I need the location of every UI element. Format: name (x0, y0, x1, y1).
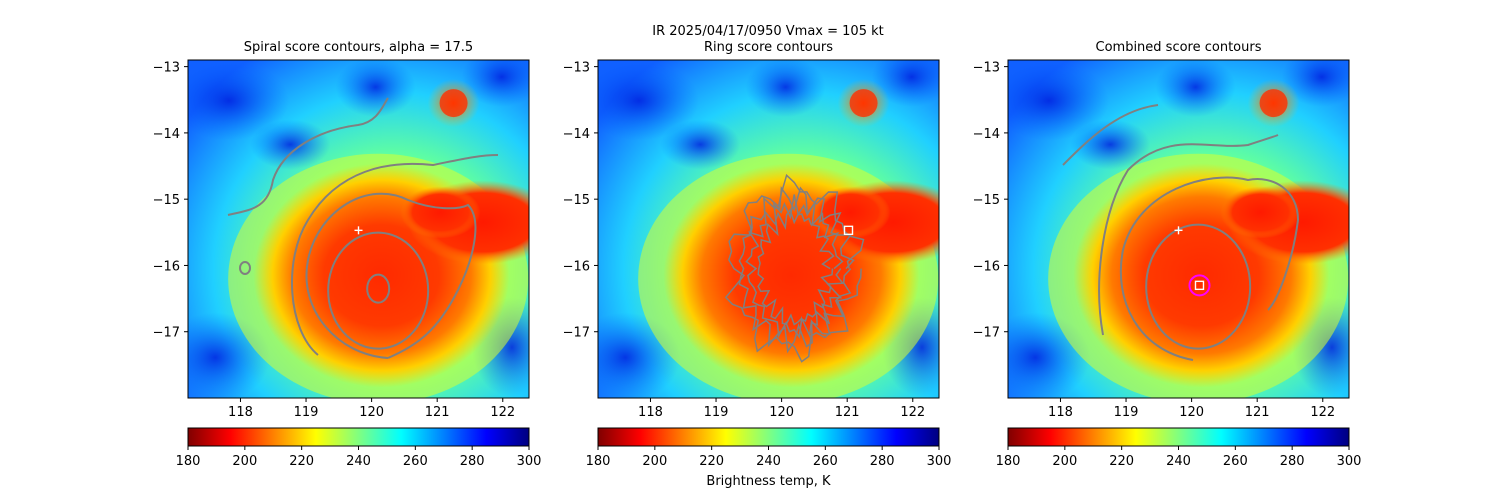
y-tick-label: −13 (973, 61, 1000, 76)
colorbar-tick-label: 300 (927, 454, 952, 469)
brightness-image (1008, 60, 1349, 398)
x-tick-label: 121 (1245, 405, 1270, 420)
colorbar-gradient (1007, 427, 1350, 447)
panel-2: Ring score contours 118 119 120 121 122 −13 −14… (563, 40, 952, 489)
x-tick-label: 119 (1114, 405, 1139, 420)
colorbar-gradient (597, 427, 940, 447)
x-tick-label: 122 (900, 405, 925, 420)
colorbar-tick-label: 240 (346, 454, 371, 469)
center-square-marker (1194, 280, 1205, 291)
best-track-plus-marker (354, 226, 363, 235)
x-tick-label: 120 (1179, 405, 1204, 420)
panel-1: Spiral score contours, alpha = 17.5 118 11… (153, 40, 542, 469)
axes-frame (187, 59, 530, 399)
x-tick-label: 118 (228, 405, 253, 420)
colorbar-tick-label: 240 (1166, 454, 1191, 469)
axes-frame (597, 59, 940, 399)
colorbar-tick-label: 220 (1109, 454, 1134, 469)
panel-title: Ring score contours (704, 40, 833, 55)
colorbar-tick-label: 180 (586, 454, 611, 469)
panel-title: Spiral score contours, alpha = 17.5 (244, 40, 473, 55)
center-square-marker (843, 225, 854, 236)
x-tick-label: 122 (490, 405, 515, 420)
x-tick-label: 121 (425, 405, 450, 420)
score-contours (1062, 104, 1300, 361)
colorbar-tick-label: 180 (176, 454, 201, 469)
panel-title: Combined score contours (1096, 40, 1262, 55)
colorbar-tick-label: 280 (1280, 454, 1305, 469)
x-tick-label: 118 (1048, 405, 1073, 420)
colorbar-tick-label: 180 (996, 454, 1021, 469)
brightness-image (598, 60, 939, 398)
colorbar-tick-label: 220 (699, 454, 724, 469)
panel-3: Combined score contours 118 119 120 121 122 −1… (973, 40, 1362, 469)
colorbar-tick-label: 200 (232, 454, 257, 469)
y-tick-label: −16 (153, 259, 180, 274)
colorbar-tick-label: 200 (1052, 454, 1077, 469)
colorbar-tick-label: 260 (1223, 454, 1248, 469)
y-tick-label: −17 (563, 326, 590, 341)
score-contours (724, 173, 865, 363)
colorbar-tick-label: 280 (460, 454, 485, 469)
axes-frame (1007, 59, 1350, 399)
x-tick-label: 119 (294, 405, 319, 420)
colorbar-tick-label: 220 (289, 454, 314, 469)
y-tick-label: −14 (563, 127, 590, 142)
y-tick-label: −13 (153, 61, 180, 76)
y-tick-label: −15 (153, 193, 180, 208)
y-tick-label: −17 (153, 326, 180, 341)
colorbar-tick-label: 260 (813, 454, 838, 469)
y-tick-label: −15 (973, 193, 1000, 208)
y-tick-label: −16 (563, 259, 590, 274)
figure-title: IR 2025/04/17/0950 Vmax = 105 kt (652, 24, 883, 39)
colorbar-label: Brightness temp, K (706, 474, 831, 489)
colorbar-tick-label: 280 (870, 454, 895, 469)
x-tick-label: 119 (704, 405, 729, 420)
panels: Spiral score contours, alpha = 17.5 118 11… (153, 40, 1362, 489)
x-tick-label: 122 (1310, 405, 1335, 420)
y-tick-label: −14 (153, 127, 180, 142)
x-tick-label: 118 (638, 405, 663, 420)
y-tick-label: −13 (563, 61, 590, 76)
colorbar-gradient (187, 427, 530, 447)
y-tick-label: −16 (973, 259, 1000, 274)
colorbar-tick-label: 300 (1337, 454, 1362, 469)
colorbar: 180 200 220 240 260 280 300 (176, 427, 542, 469)
center-circle-marker (1188, 274, 1211, 297)
colorbar-tick-label: 200 (642, 454, 667, 469)
brightness-image (188, 60, 529, 398)
colorbar-tick-label: 260 (403, 454, 428, 469)
colorbar: 180 200 220 240 260 280 300 Brightness temp, K (586, 427, 952, 489)
x-tick-label: 121 (835, 405, 860, 420)
x-tick-label: 120 (769, 405, 794, 420)
score-contours (227, 97, 499, 359)
colorbar: 180 200 220 240 260 280 300 (996, 427, 1362, 469)
best-track-plus-marker (1174, 226, 1183, 235)
x-tick-label: 120 (359, 405, 384, 420)
y-tick-label: −17 (973, 326, 1000, 341)
y-tick-label: −15 (563, 193, 590, 208)
y-tick-label: −14 (973, 127, 1000, 142)
colorbar-tick-label: 240 (756, 454, 781, 469)
colorbar-tick-label: 300 (517, 454, 542, 469)
